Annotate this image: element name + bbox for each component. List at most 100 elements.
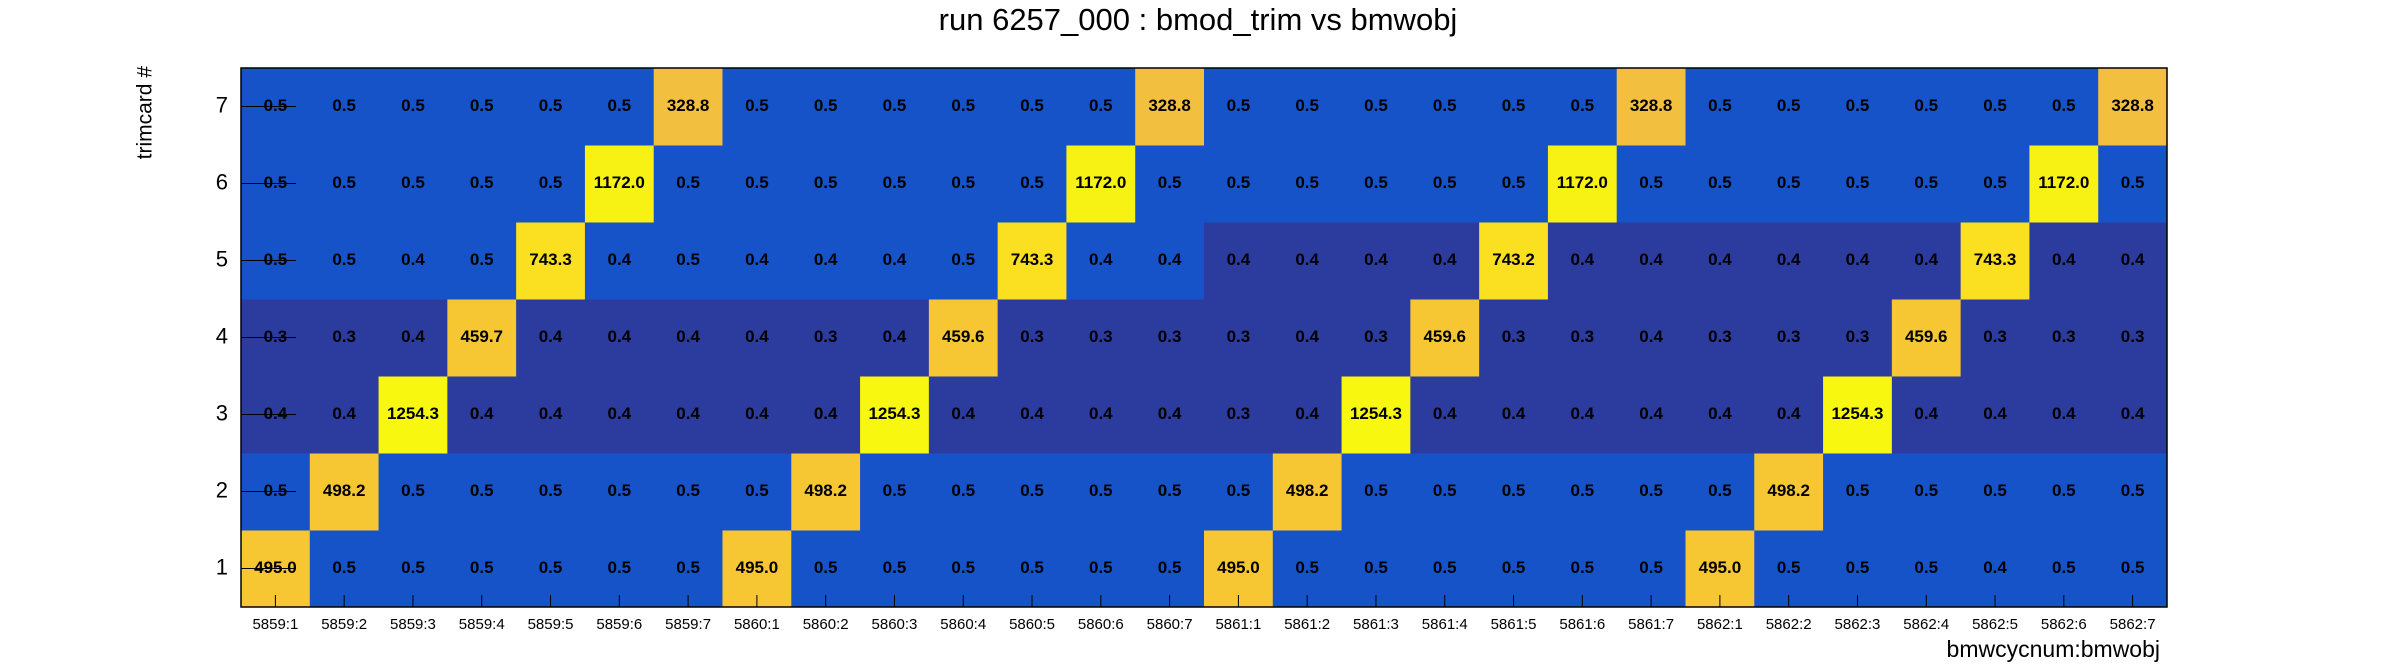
cell-label: 0.5 — [608, 558, 632, 577]
heatmap-cell — [309, 145, 380, 223]
heatmap-cell — [1823, 453, 1893, 531]
heatmap-cell — [1479, 222, 1549, 300]
heatmap-cell — [1823, 376, 1893, 454]
heatmap-cell — [2098, 68, 2168, 146]
cell-label: 0.5 — [1983, 173, 2007, 192]
heatmap-cell — [584, 453, 655, 531]
heatmap-cell — [928, 453, 999, 531]
heatmap-cell — [1204, 376, 1274, 454]
cell-label: 0.4 — [332, 404, 356, 423]
cell-label: 0.4 — [1846, 250, 1870, 269]
cell-label: 0.5 — [1571, 558, 1595, 577]
heatmap-cell — [1616, 222, 1686, 300]
heatmap-cell — [1066, 222, 1136, 300]
heatmap-cell — [1616, 68, 1686, 146]
heatmap-cell — [997, 530, 1067, 608]
heatmap-cell — [1960, 530, 2030, 608]
heatmap-cell — [378, 530, 448, 608]
heatmap-cell — [516, 530, 586, 608]
cell-label: 0.5 — [608, 96, 632, 115]
cell-label: 0.5 — [332, 250, 356, 269]
cell-label: 0.5 — [745, 481, 769, 500]
cell-label: 0.5 — [332, 96, 356, 115]
heatmap-cell — [309, 68, 380, 146]
cell-label: 495.0 — [1217, 558, 1260, 577]
cell-label: 0.5 — [1914, 173, 1938, 192]
heatmap-cell — [1341, 530, 1411, 608]
heatmap-cell — [860, 376, 930, 454]
y-tick-label: 7 — [216, 92, 228, 117]
heatmap-cell — [928, 376, 999, 454]
heatmap-cell — [1754, 68, 1824, 146]
cell-label: 0.5 — [1020, 96, 1044, 115]
heatmap-cell — [1272, 453, 1343, 531]
heatmap-cell — [653, 376, 723, 454]
heatmap-cell — [2029, 145, 2099, 223]
cell-label: 0.5 — [470, 481, 494, 500]
heatmap-cell — [309, 376, 380, 454]
heatmap-cell — [1479, 299, 1549, 377]
cell-label: 0.5 — [745, 173, 769, 192]
heatmap-cell — [928, 68, 999, 146]
cell-label: 0.5 — [1708, 96, 1732, 115]
heatmap-cell — [997, 453, 1067, 531]
heatmap-cell — [1410, 145, 1480, 223]
heatmap-cell — [1891, 530, 1962, 608]
heatmap-cell — [1204, 530, 1274, 608]
x-tick-label: 5861:1 — [1215, 616, 1261, 633]
cell-label: 0.4 — [1777, 250, 1801, 269]
cell-label: 0.5 — [1983, 481, 2007, 500]
cell-label: 0.4 — [2121, 404, 2145, 423]
cell-label: 0.5 — [2121, 558, 2145, 577]
heatmap-cell — [1685, 453, 1755, 531]
cell-label: 0.5 — [1708, 481, 1732, 500]
cell-label: 0.5 — [608, 481, 632, 500]
cell-label: 0.5 — [1571, 481, 1595, 500]
heatmap-cell — [653, 453, 723, 531]
cell-label: 0.5 — [951, 481, 975, 500]
x-tick-label: 5861:5 — [1491, 616, 1537, 633]
heatmap-cell — [1479, 453, 1549, 531]
x-tick-label: 5862:5 — [1972, 616, 2018, 633]
x-tick-label: 5860:1 — [734, 616, 780, 633]
x-tick-label: 5860:2 — [803, 616, 849, 633]
cell-label: 0.4 — [1295, 327, 1319, 346]
cell-label: 0.3 — [1571, 327, 1595, 346]
cell-label: 0.5 — [1639, 173, 1663, 192]
heatmap-cell — [1823, 68, 1893, 146]
cell-label: 0.5 — [1777, 173, 1801, 192]
cell-label: 0.3 — [1777, 327, 1801, 346]
heatmap-cell — [447, 530, 517, 608]
cell-label: 0.5 — [1914, 558, 1938, 577]
cell-label: 0.3 — [814, 327, 838, 346]
heatmap-cell — [584, 222, 655, 300]
cell-label: 0.3 — [1020, 327, 1044, 346]
heatmap-cell — [1891, 376, 1962, 454]
cell-label: 0.5 — [883, 481, 907, 500]
heatmap-cell — [1410, 530, 1480, 608]
heatmap-cell — [1823, 222, 1893, 300]
heatmap-cell — [1891, 453, 1962, 531]
cell-label: 459.6 — [942, 327, 985, 346]
cell-label: 0.5 — [264, 173, 288, 192]
heatmap-cell — [1066, 145, 1136, 223]
cell-label: 0.5 — [676, 250, 700, 269]
heatmap-cell — [1135, 145, 1205, 223]
heatmap-cell — [1547, 222, 1618, 300]
x-tick-label: 5862:6 — [2041, 616, 2087, 633]
heatmap-cell — [997, 376, 1067, 454]
heatmap-cell — [653, 299, 723, 377]
heatmap-cell — [1616, 299, 1686, 377]
heatmap-cell — [1341, 376, 1411, 454]
cell-label: 0.5 — [676, 558, 700, 577]
heatmap-cell — [1410, 68, 1480, 146]
cell-label: 459.6 — [1423, 327, 1466, 346]
cell-label: 743.3 — [1011, 250, 1054, 269]
cell-label: 0.5 — [264, 481, 288, 500]
cell-label: 0.4 — [2121, 250, 2145, 269]
heatmap-cell — [1410, 453, 1480, 531]
cell-label: 0.5 — [951, 173, 975, 192]
heatmap-cell — [1685, 145, 1755, 223]
heatmap-cell — [1410, 299, 1480, 377]
cell-label: 0.5 — [470, 173, 494, 192]
